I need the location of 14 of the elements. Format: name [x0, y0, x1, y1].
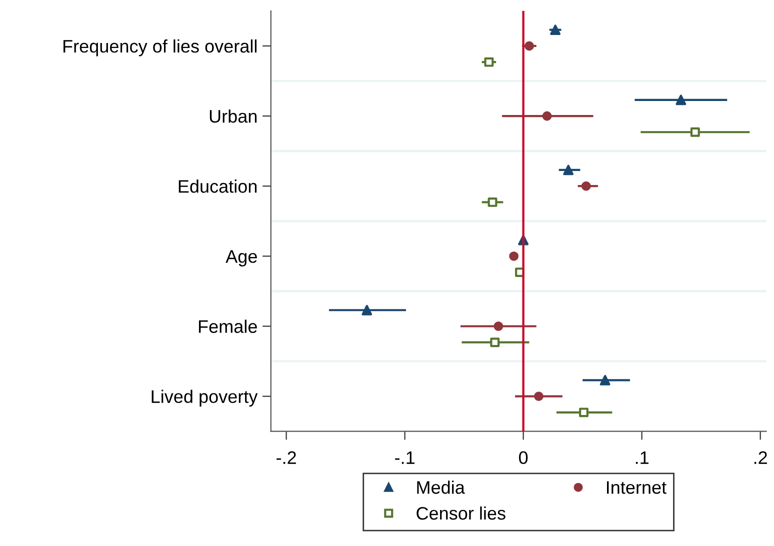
legend-label: Internet	[607, 481, 666, 494]
y-tick-label: Age	[226, 250, 257, 266]
y-tick-label: Frequency of lies overall	[64, 39, 257, 56]
y-tick-label: Lived poverty	[152, 390, 258, 407]
legend-label: Censor lies	[416, 506, 506, 520]
y-tick-label: Female	[198, 320, 257, 333]
legend-label: Media	[417, 480, 465, 494]
x-tick-label: .1	[636, 451, 648, 464]
y-tick-label: Urban	[210, 109, 257, 123]
y-tick-label: Education	[178, 180, 257, 193]
x-tick-label: -.2	[276, 451, 296, 464]
x-tick-label: 0	[519, 451, 528, 464]
x-tick-label: .2	[754, 451, 767, 464]
x-tick-label: -.1	[395, 451, 414, 464]
